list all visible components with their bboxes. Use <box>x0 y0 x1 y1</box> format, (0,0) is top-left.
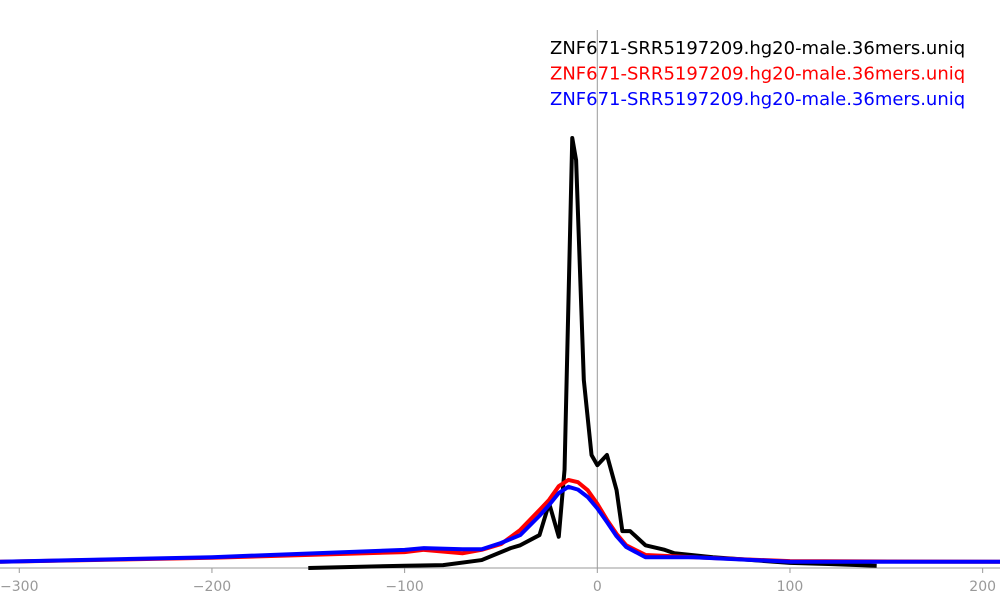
line <box>0 477 1000 564</box>
x-tick-label: 0 <box>593 579 602 595</box>
x-tick-label: 200 <box>969 579 996 595</box>
legend-entry: ZNF671-SRR5197209.hg20-male.36mers.uniq <box>550 89 965 110</box>
x-tick-label: 100 <box>777 579 804 595</box>
line <box>0 484 1000 564</box>
legend-entry: ZNF671-SRR5197209.hg20-male.36mers.uniq <box>550 64 965 85</box>
x-tick-label: −100 <box>385 579 423 595</box>
x-tick-label: −200 <box>193 579 231 595</box>
legend-entry: ZNF671-SRR5197209.hg20-male.36mers.uniq <box>550 38 965 59</box>
x-tick-label: −300 <box>0 579 38 595</box>
